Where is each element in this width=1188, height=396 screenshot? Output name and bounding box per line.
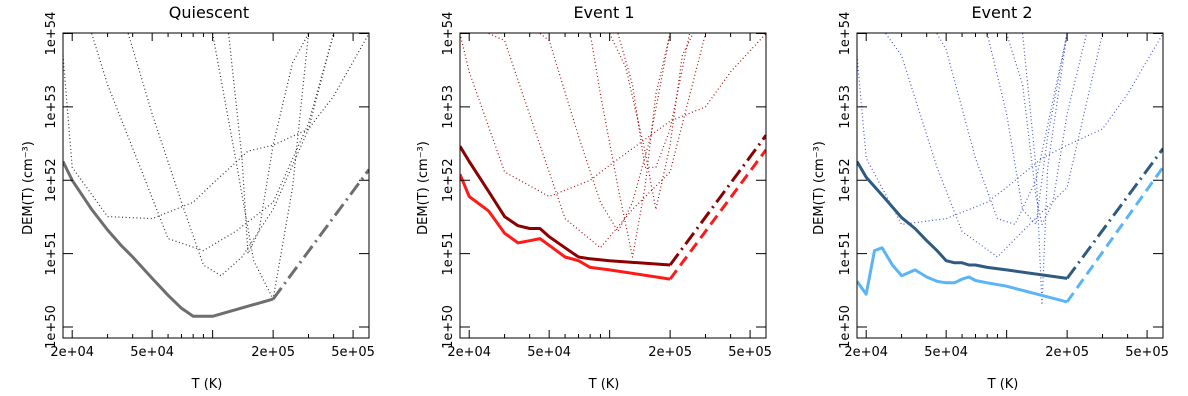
panel-event-2: Event 2 T (K) DEM(T) (cm⁻³) 2e+04 5e+04 2e… bbox=[812, 3, 1169, 392]
y-tick-label: 1e+51 bbox=[838, 232, 853, 276]
y-tick-label: 1e+51 bbox=[44, 232, 59, 276]
x-tick-label: 2e+04 bbox=[844, 345, 888, 360]
plot-frame bbox=[62, 32, 370, 339]
contribution-curve-dotted bbox=[539, 33, 671, 233]
panel-quiescent: Quiescent T (K) DEM(T) (cm⁻³) 2e+04 5e+04… bbox=[21, 3, 375, 392]
x-axis-label: T (K) bbox=[987, 377, 1019, 392]
contribution-curve-dotted bbox=[617, 33, 691, 168]
y-tick-label: 1e+54 bbox=[44, 12, 59, 56]
x-tick-label: 5e+05 bbox=[728, 345, 772, 360]
contribution-curve-dotted bbox=[609, 33, 694, 210]
y-tick-label: 1e+52 bbox=[838, 158, 853, 202]
y-tick-label: 1e+51 bbox=[441, 232, 456, 276]
plot-frame bbox=[459, 32, 767, 339]
plot-area bbox=[63, 33, 369, 318]
y-tick-label: 1e+53 bbox=[44, 85, 59, 129]
contribution-curve-dotted bbox=[1006, 33, 1088, 225]
x-tick-label: 2e+05 bbox=[1045, 345, 1089, 360]
contribution-curve-dotted bbox=[589, 33, 671, 258]
plot-frame bbox=[856, 32, 1164, 339]
contribution-curve-dotted bbox=[63, 33, 369, 220]
chart-title: Event 1 bbox=[573, 3, 634, 22]
contribution-curve-dotted bbox=[212, 33, 310, 300]
y-tick-label: 1e+50 bbox=[838, 305, 853, 349]
dem-curve-dashed bbox=[1065, 166, 1163, 303]
contribution-curve-dotted bbox=[936, 33, 1068, 225]
x-tick-label: 2e+04 bbox=[50, 345, 94, 360]
x-tick-label: 2e+05 bbox=[251, 345, 295, 360]
y-tick-label: 1e+54 bbox=[838, 12, 853, 56]
plot-area bbox=[460, 33, 766, 281]
y-tick-label: 1e+50 bbox=[44, 305, 59, 349]
chart-title: Event 2 bbox=[971, 3, 1032, 22]
y-tick-label: 1e+50 bbox=[441, 305, 456, 349]
dem-curve-solid bbox=[460, 173, 671, 281]
contribution-curve-dotted bbox=[228, 33, 310, 255]
contribution-curve-dotted bbox=[91, 33, 335, 252]
x-tick-label: 5e+05 bbox=[1125, 345, 1169, 360]
x-tick-label: 2e+04 bbox=[447, 345, 491, 360]
contribution-curve-dotted bbox=[460, 33, 766, 198]
y-tick-label: 1e+54 bbox=[441, 12, 456, 56]
dem-curve-solid bbox=[63, 160, 274, 318]
x-tick-label: 5e+04 bbox=[130, 345, 174, 360]
y-axis-label: DEM(T) (cm⁻³) bbox=[812, 141, 827, 235]
contribution-curve-dotted bbox=[857, 33, 1163, 225]
y-axis-label: DEM(T) (cm⁻³) bbox=[416, 141, 431, 235]
dem-curve-dashdot bbox=[271, 168, 369, 300]
chart-title: Quiescent bbox=[169, 3, 249, 22]
x-axis-label: T (K) bbox=[191, 377, 223, 392]
contribution-curve-dotted bbox=[885, 33, 1104, 258]
x-axis-label: T (K) bbox=[588, 377, 620, 392]
panel-event-1: Event 1 T (K) DEM(T) (cm⁻³) 2e+04 5e+04 2e… bbox=[416, 3, 772, 392]
dem-curve-solid bbox=[460, 145, 671, 267]
dem-curve-solid bbox=[857, 246, 1068, 304]
y-tick-label: 1e+53 bbox=[441, 85, 456, 129]
y-tick-label: 1e+53 bbox=[838, 85, 853, 129]
dem-curve-dashdot bbox=[668, 134, 766, 266]
contribution-curve-dotted bbox=[127, 33, 335, 277]
dem-curve-dashdot bbox=[1065, 147, 1163, 280]
x-tick-label: 5e+05 bbox=[331, 345, 375, 360]
x-tick-label: 5e+04 bbox=[527, 345, 571, 360]
dem-curve-dashed bbox=[668, 148, 766, 280]
contribution-curve-dotted bbox=[986, 33, 1068, 225]
x-tick-label: 2e+05 bbox=[648, 345, 692, 360]
y-tick-label: 1e+52 bbox=[441, 158, 456, 202]
plot-area bbox=[857, 33, 1163, 306]
x-tick-label: 5e+04 bbox=[924, 345, 968, 360]
y-tick-label: 1e+52 bbox=[44, 158, 59, 202]
y-axis-label: DEM(T) (cm⁻³) bbox=[21, 141, 36, 235]
contribution-curve-dotted bbox=[488, 33, 707, 249]
dem-curve-solid bbox=[857, 160, 1068, 280]
